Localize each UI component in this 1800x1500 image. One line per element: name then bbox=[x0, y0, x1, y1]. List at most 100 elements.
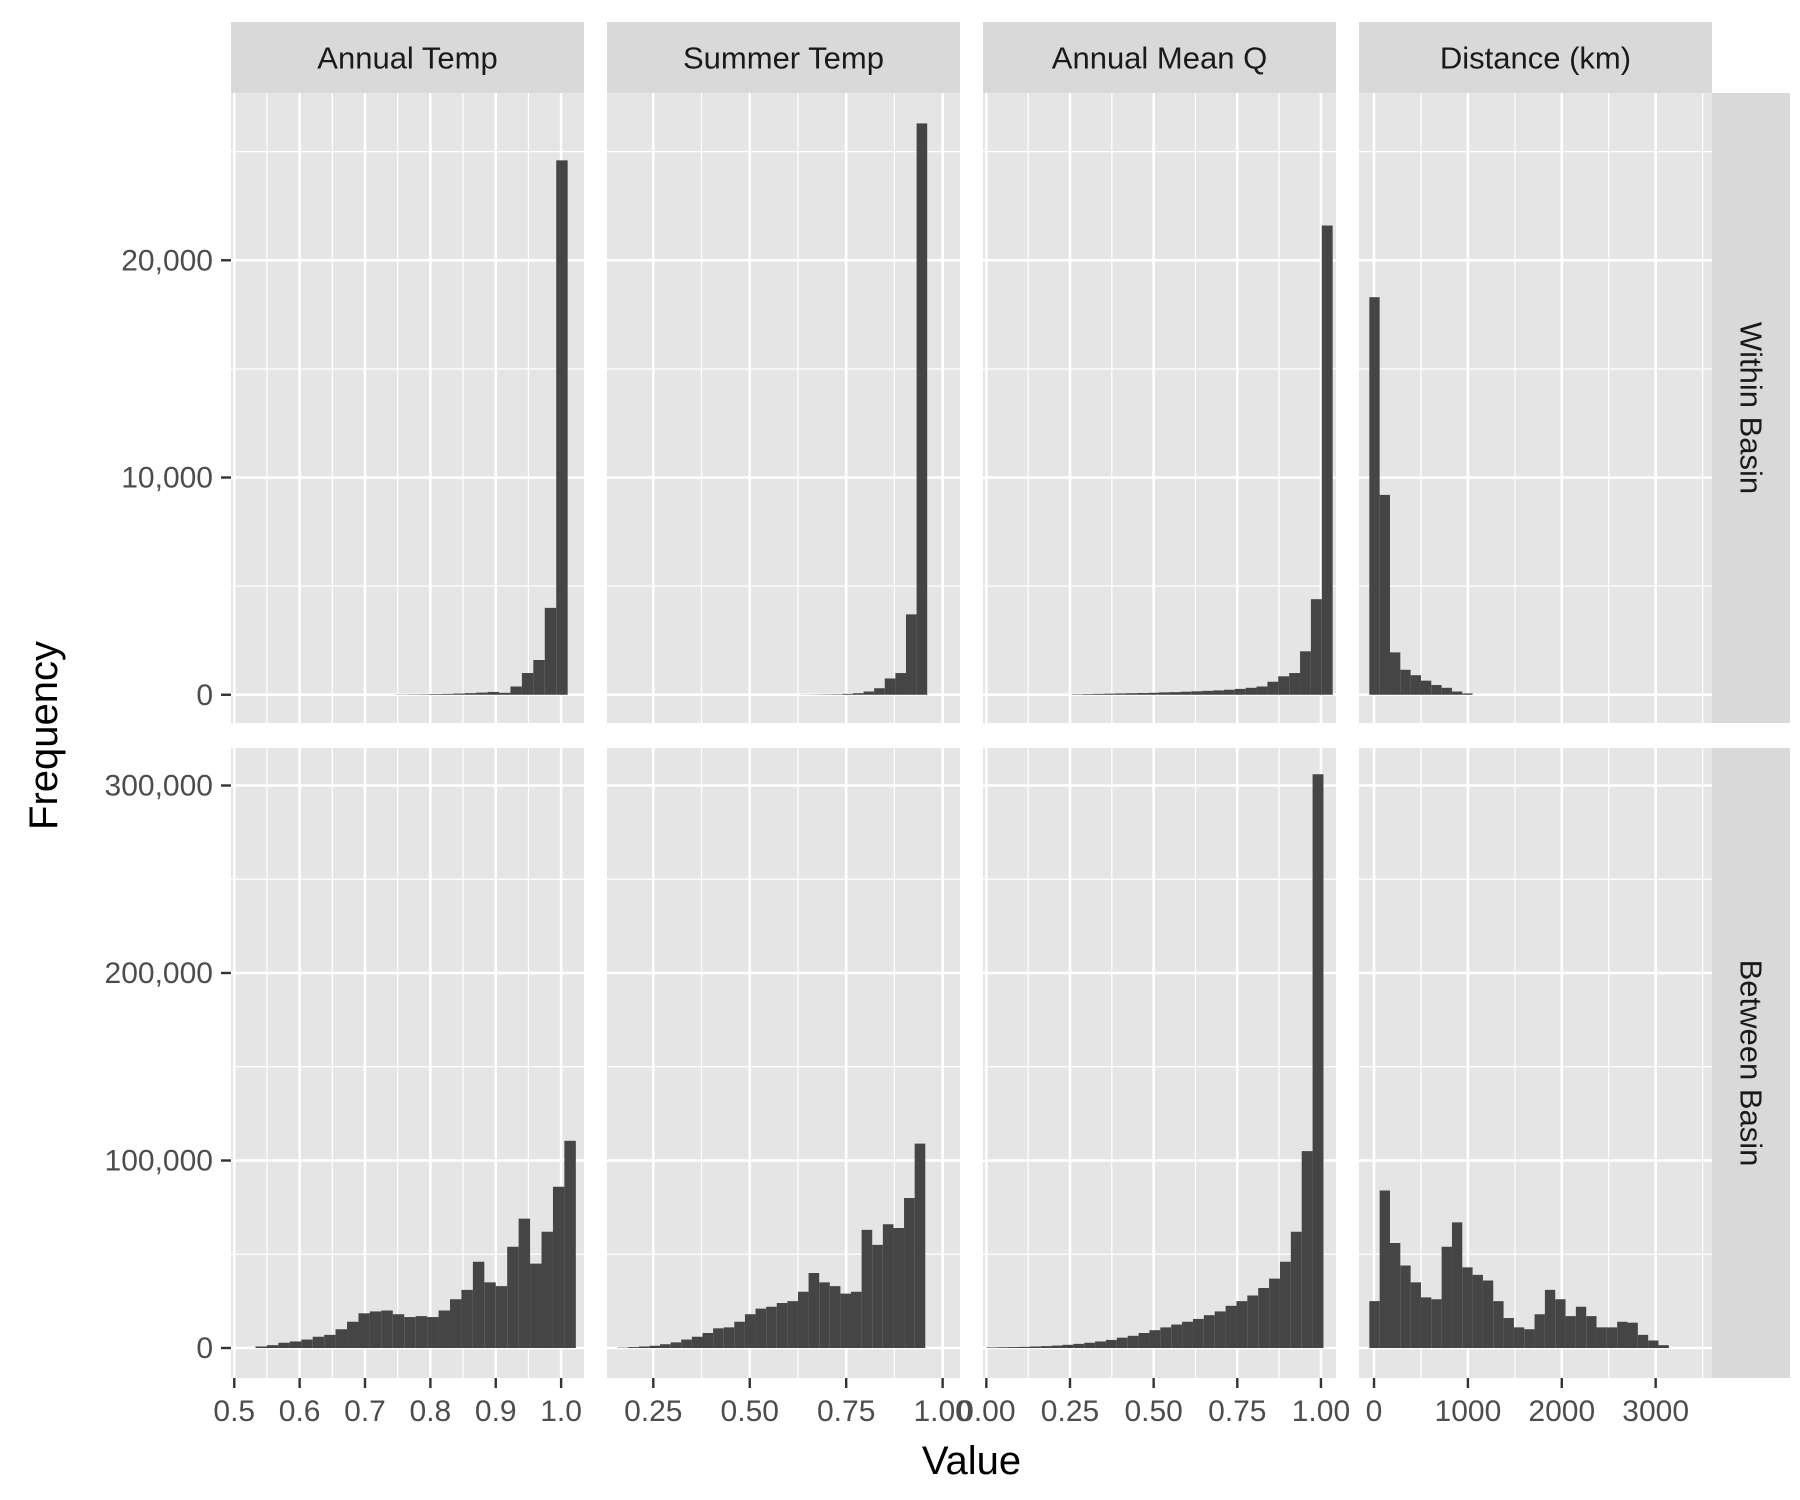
histogram-bar bbox=[638, 1346, 650, 1348]
histogram-bar bbox=[1648, 1340, 1659, 1348]
histogram-bar bbox=[916, 123, 928, 695]
histogram-bar bbox=[1493, 1301, 1504, 1348]
histogram-bar bbox=[1300, 651, 1311, 695]
histogram-bar bbox=[495, 1286, 508, 1348]
histogram-bar bbox=[1158, 692, 1170, 695]
histogram-bar bbox=[895, 673, 906, 695]
histogram-bar bbox=[1147, 692, 1159, 695]
histogram-bar bbox=[1301, 1151, 1313, 1348]
histogram-bar bbox=[914, 1143, 926, 1348]
histogram-bar bbox=[441, 693, 454, 695]
histogram-bar bbox=[521, 673, 534, 695]
y-tick-label: 20,000 bbox=[121, 244, 213, 277]
y-tick-label: 0 bbox=[196, 1332, 213, 1365]
histogram-bar bbox=[1627, 1322, 1638, 1348]
histogram-bar bbox=[487, 691, 500, 695]
histogram-bar bbox=[797, 1291, 809, 1348]
histogram-bar bbox=[882, 1224, 894, 1348]
x-tick-label: 0.00 bbox=[957, 1395, 1015, 1428]
y-tick-label: 200,000 bbox=[105, 957, 213, 990]
histogram-bar bbox=[904, 1198, 915, 1348]
histogram-bar bbox=[564, 1140, 576, 1348]
histogram-bar bbox=[681, 1339, 692, 1348]
histogram-bar bbox=[1203, 1315, 1215, 1348]
histogram-bar bbox=[723, 1327, 735, 1348]
histogram-bar bbox=[1040, 1346, 1052, 1348]
histogram-bar bbox=[1289, 673, 1301, 695]
histogram-bar bbox=[649, 1345, 661, 1348]
histogram-bar bbox=[1441, 687, 1452, 695]
y-tick-label: 100,000 bbox=[105, 1145, 213, 1178]
histogram-bar bbox=[533, 660, 545, 695]
x-tick-label: 0.75 bbox=[1208, 1395, 1266, 1428]
histogram-bar bbox=[851, 1291, 862, 1348]
histogram-bar bbox=[1389, 652, 1401, 695]
histogram-bar bbox=[1245, 687, 1257, 695]
histogram-bar bbox=[1431, 1299, 1442, 1348]
histogram-bar bbox=[872, 1244, 883, 1348]
histogram-bar bbox=[461, 1289, 473, 1348]
histogram-bar bbox=[289, 1341, 302, 1348]
histogram-bar bbox=[986, 1347, 998, 1348]
histogram-bar bbox=[1451, 1222, 1463, 1348]
histogram-bar bbox=[312, 1336, 325, 1348]
histogram-bar bbox=[324, 1334, 336, 1348]
histogram-bar bbox=[1127, 1335, 1139, 1348]
histogram-bar bbox=[840, 1293, 852, 1348]
panel-background bbox=[1359, 748, 1712, 1378]
histogram-bar bbox=[518, 1218, 531, 1348]
histogram-bar bbox=[266, 1345, 279, 1348]
histogram-bar bbox=[1223, 689, 1235, 695]
x-tick-label: 0 bbox=[1366, 1395, 1383, 1428]
histogram-bar bbox=[1369, 297, 1380, 695]
histogram-bar bbox=[905, 614, 917, 695]
column-strip bbox=[983, 22, 1336, 93]
histogram-bar bbox=[1051, 1345, 1063, 1348]
histogram-bar bbox=[1213, 690, 1224, 695]
histogram-bar bbox=[1400, 1265, 1411, 1348]
histogram-bar bbox=[1534, 1314, 1545, 1348]
histogram-bar bbox=[1234, 688, 1246, 695]
histogram-bar bbox=[510, 686, 522, 695]
histogram-bar bbox=[808, 1273, 820, 1348]
histogram-bar bbox=[1451, 691, 1463, 695]
histogram-bar bbox=[453, 693, 465, 695]
histogram-bar bbox=[1544, 1289, 1556, 1348]
histogram-bar bbox=[787, 1301, 798, 1348]
histogram-bar bbox=[1267, 681, 1279, 695]
x-tick-label: 0.75 bbox=[817, 1395, 875, 1428]
histogram-bar bbox=[449, 1299, 462, 1348]
histogram-bar bbox=[1095, 1341, 1106, 1348]
histogram-bar bbox=[301, 1339, 313, 1348]
histogram-bar bbox=[842, 693, 853, 695]
histogram-bar bbox=[852, 693, 864, 695]
row-strip bbox=[1712, 748, 1790, 1378]
histogram-bar bbox=[1258, 1288, 1270, 1348]
x-tick-label: 0.50 bbox=[1124, 1395, 1182, 1428]
histogram-bar bbox=[863, 691, 875, 695]
histogram-bar bbox=[1310, 599, 1322, 695]
histogram-bar bbox=[1389, 1243, 1401, 1348]
x-tick-label: 0.9 bbox=[475, 1395, 517, 1428]
histogram-bar bbox=[1565, 1316, 1576, 1348]
histogram-bar bbox=[476, 692, 488, 695]
histogram-bar bbox=[1093, 693, 1105, 695]
histogram-bar bbox=[1575, 1306, 1587, 1348]
histogram-bar bbox=[702, 1333, 714, 1348]
histogram-bar bbox=[1169, 692, 1181, 695]
column-strip-label: Annual Mean Q bbox=[1052, 41, 1267, 76]
x-tick-label: 0.7 bbox=[344, 1395, 386, 1428]
x-tick-label: 3000 bbox=[1622, 1395, 1689, 1428]
histogram-bar bbox=[415, 1316, 428, 1348]
histogram-bar bbox=[670, 1342, 682, 1348]
histogram-bar bbox=[660, 1344, 671, 1348]
histogram-bar bbox=[1369, 1301, 1380, 1348]
histogram-bar bbox=[1171, 1324, 1183, 1348]
histogram-bar bbox=[1029, 1346, 1041, 1348]
histogram-bar bbox=[1379, 494, 1390, 695]
histogram-bar bbox=[381, 1310, 393, 1348]
histogram-bar bbox=[1126, 693, 1137, 695]
row-strip-label: Between Basin bbox=[1734, 960, 1769, 1167]
histogram-bar bbox=[369, 1311, 382, 1348]
histogram-bar bbox=[1269, 1278, 1280, 1348]
